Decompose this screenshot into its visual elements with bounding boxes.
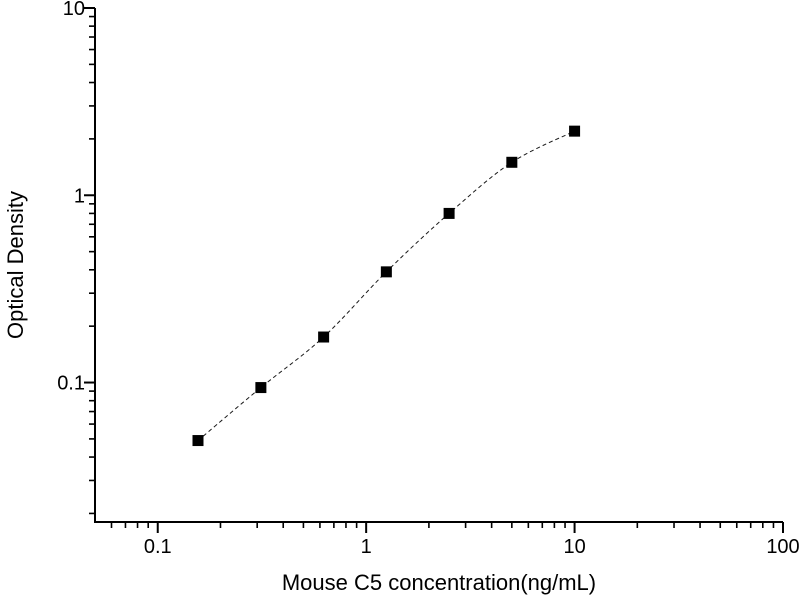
x-tick-label: 10 (563, 536, 585, 558)
x-axis-title: Mouse C5 concentration(ng/mL) (282, 570, 596, 595)
x-tick-label: 100 (766, 536, 799, 558)
y-tick-label: 0.1 (57, 373, 85, 395)
data-point-marker (255, 382, 267, 394)
y-tick-label: 10 (63, 0, 85, 20)
data-point-marker (506, 156, 518, 168)
x-tick-label: 0.1 (144, 536, 172, 558)
y-axis-title: Optical Density (3, 191, 28, 339)
y-tick-label: 1 (74, 185, 85, 207)
data-point-marker (380, 266, 392, 278)
data-point-marker (192, 435, 204, 447)
data-point-marker (318, 331, 330, 343)
x-tick-label: 1 (361, 536, 372, 558)
plot-area: 0.1 1 10 100 0.1 1 10 (57, 0, 800, 558)
data-point-marker (443, 207, 455, 219)
fit-curve-line (197, 130, 575, 441)
data-point-marker (569, 125, 581, 137)
